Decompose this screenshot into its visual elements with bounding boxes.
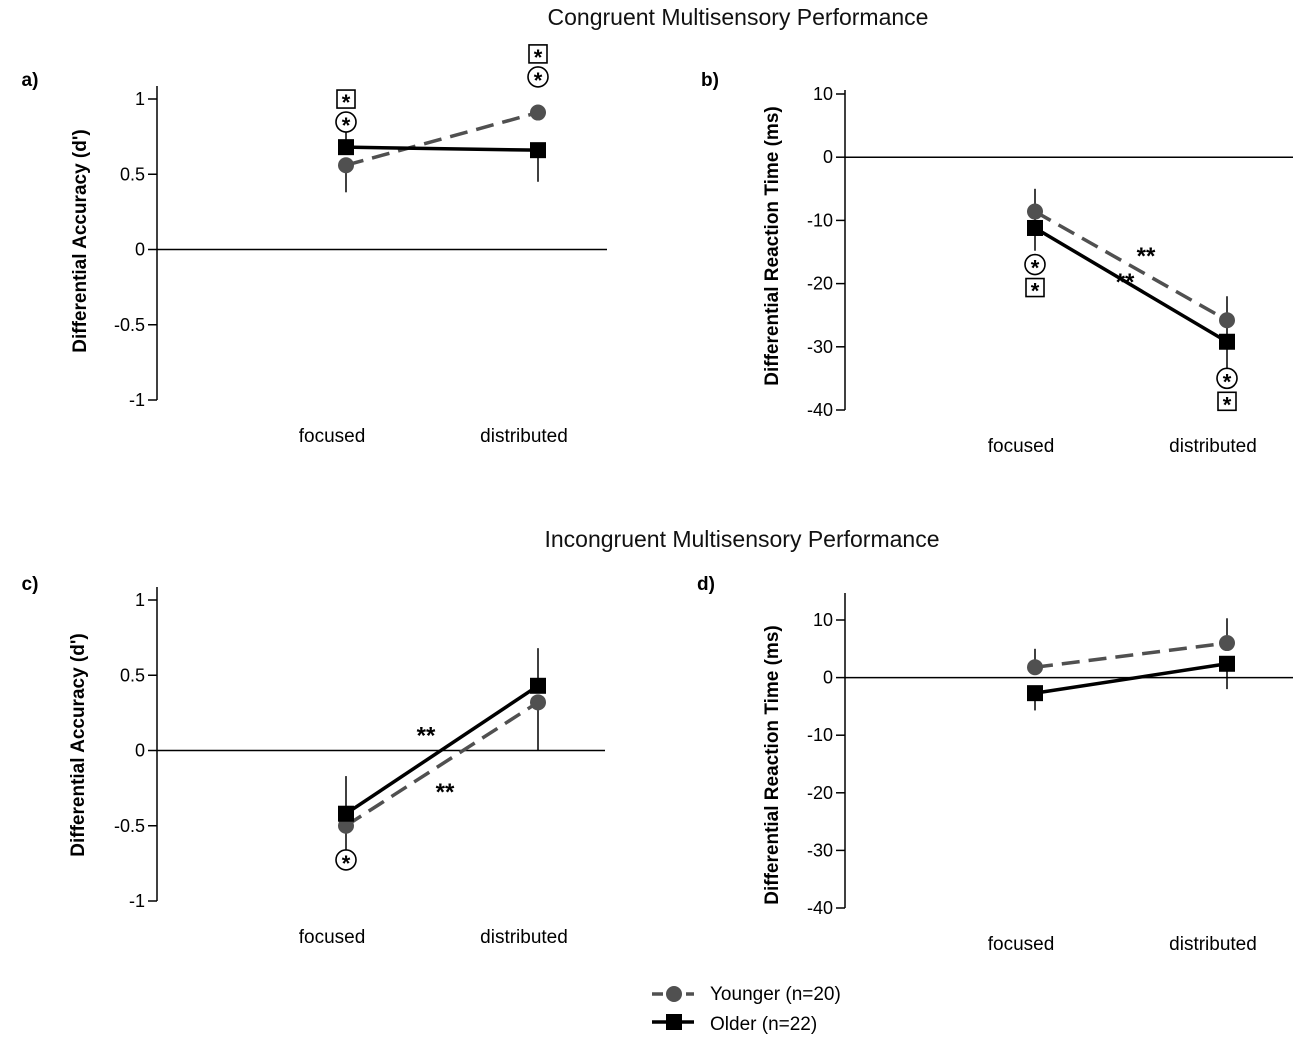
section-title-incongruent: Incongruent Multisensory Performance xyxy=(544,526,939,552)
panel-3-younger-point xyxy=(338,817,354,834)
panel-2-younger-sig-circle-icon xyxy=(1024,253,1046,276)
panel-2-older-sig-star: * xyxy=(1031,279,1040,304)
panel-2-category-label: distributed xyxy=(1169,436,1257,457)
panel-1-y-axis-label: Differential Accuracy (d') xyxy=(70,129,91,352)
panel-1-older-sig-box-icon xyxy=(528,44,548,64)
panel-2-ytick-label: -10 xyxy=(807,210,833,230)
panel-2-younger-point xyxy=(1219,312,1235,329)
panel-2-ytick-label: 0 xyxy=(823,147,833,167)
panel-4-label: d) xyxy=(697,574,715,595)
panel-1-older-point xyxy=(338,139,354,156)
panel-1-ytick-label: -1 xyxy=(129,390,145,410)
panel-3-younger-sig-circle-icon xyxy=(335,849,357,871)
panel-4-older-point xyxy=(1027,685,1043,702)
panel-3-older-point xyxy=(530,677,546,694)
panel-4-ytick-label: -40 xyxy=(807,898,833,918)
panel-2-ytick-label: -40 xyxy=(807,400,833,420)
panel-1-older-sig-star: * xyxy=(342,90,351,115)
panel-2-category-label: focused xyxy=(988,436,1055,457)
panel-3-younger-line xyxy=(345,700,539,828)
panel-3-older-point xyxy=(338,805,354,822)
panel-2-older-point xyxy=(1219,333,1235,350)
panel-1-younger-line xyxy=(345,110,539,167)
panel-3-ytick-label: 0.5 xyxy=(120,665,145,685)
panel-3-category-label: distributed xyxy=(480,927,568,948)
section-title-congruent: Congruent Multisensory Performance xyxy=(548,4,929,30)
panel-3-slope-significance: ** xyxy=(436,779,455,806)
panel-1-younger-sig-star: * xyxy=(534,68,543,93)
panel-4-ytick-label: -20 xyxy=(807,783,833,803)
legend-younger-marker xyxy=(666,986,682,1002)
legend: Younger (n=20) Older (n=22) xyxy=(652,984,841,1035)
legend-older-label: Older (n=22) xyxy=(710,1014,817,1035)
panel-4-ytick-label: 10 xyxy=(813,610,833,630)
panel-1-ytick-label: 0.5 xyxy=(120,164,145,184)
panel-2-younger-sig-star: * xyxy=(1031,256,1040,281)
panel-2-older-sig-star: * xyxy=(1223,392,1232,417)
panel-4-ytick-label: -10 xyxy=(807,725,833,745)
panel-2-older-point xyxy=(1027,219,1043,236)
panel-2-label: b) xyxy=(701,70,719,91)
panel-3-younger-point xyxy=(530,694,546,711)
panel-2-ytick-label: -20 xyxy=(807,274,833,294)
panel-1-ytick-label: 0 xyxy=(135,240,145,260)
panel-2-ytick-label: 10 xyxy=(813,84,833,104)
panel-3-ytick-label: -1 xyxy=(129,891,145,911)
panel-1-ytick-label: 1 xyxy=(135,89,145,109)
panel-2-older-line xyxy=(1034,226,1228,344)
panel-2-slope-significance: ** xyxy=(1137,243,1156,270)
panel-1-younger-sig-circle-icon xyxy=(527,66,549,88)
panel-1-ytick-label: -0.5 xyxy=(114,315,145,335)
panel-3-label: c) xyxy=(22,574,39,595)
panel-1-older-point xyxy=(530,142,546,159)
legend-older-marker xyxy=(666,1014,682,1030)
panel-2-older-sig-box-icon xyxy=(1025,277,1045,298)
panel-3-category-label: focused xyxy=(299,927,366,948)
panel-4-older-point xyxy=(1219,655,1235,672)
panel-3-older-line xyxy=(345,684,539,816)
panel-2-slope-significance: ** xyxy=(1116,269,1135,296)
panel-4-category-label: distributed xyxy=(1169,934,1257,955)
panel-1-younger-sig-star: * xyxy=(342,113,351,138)
panel-2-younger-sig-circle-icon xyxy=(1216,367,1238,390)
panel-2-younger-line xyxy=(1034,210,1228,322)
panel-4-older-line xyxy=(1034,662,1228,695)
panel-3-y-axis-label: Differential Accuracy (d') xyxy=(68,633,89,856)
panel-2-younger-point xyxy=(1027,203,1043,220)
panel-1-older-line xyxy=(345,145,539,152)
panel-3-younger-sig-star: * xyxy=(342,851,351,876)
panel-1-younger-sig-circle-icon xyxy=(335,111,357,133)
panel-1-label: a) xyxy=(22,70,39,91)
panel-3-slope-significance: ** xyxy=(417,723,436,750)
panel-1-older-sig-star: * xyxy=(534,45,543,70)
panel-4-ytick-label: 0 xyxy=(823,668,833,688)
panel-1-older-sig-box-icon xyxy=(336,89,356,109)
legend-younger-label: Younger (n=20) xyxy=(710,984,841,1005)
panel-3-ytick-label: 0 xyxy=(135,741,145,761)
panel-4-younger-line xyxy=(1034,641,1228,669)
panel-1-category-label: focused xyxy=(299,426,366,447)
panel-2-younger-sig-star: * xyxy=(1223,369,1232,394)
panel-2-older-sig-box-icon xyxy=(1217,391,1237,412)
panel-4-category-label: focused xyxy=(988,934,1055,955)
panel-3-ytick-label: 1 xyxy=(135,590,145,610)
panel-1-category-label: distributed xyxy=(480,426,568,447)
panel-1-younger-point xyxy=(338,157,354,174)
panel-4-younger-point xyxy=(1027,659,1043,676)
panel-3-ytick-label: -0.5 xyxy=(114,816,145,836)
panel-4-y-axis-label: Differential Reaction Time (ms) xyxy=(762,625,783,904)
panel-2-ytick-label: -30 xyxy=(807,337,833,357)
panel-4-ytick-label: -30 xyxy=(807,840,833,860)
panel-2-y-axis-label: Differential Reaction Time (ms) xyxy=(762,106,783,385)
panel-1-younger-point xyxy=(530,104,546,121)
panel-4-younger-point xyxy=(1219,635,1235,652)
